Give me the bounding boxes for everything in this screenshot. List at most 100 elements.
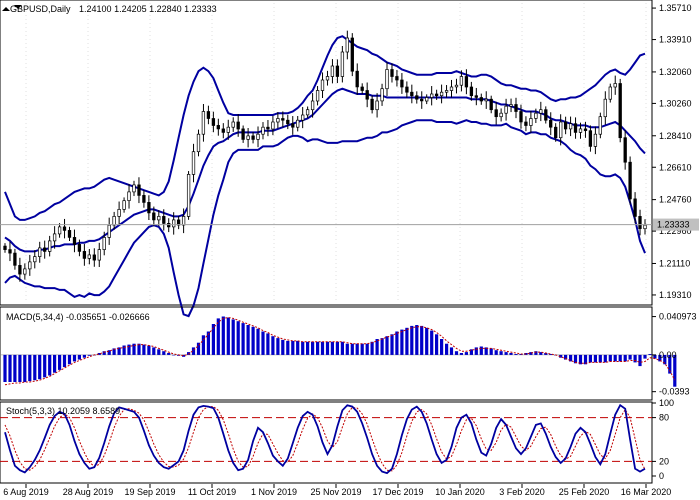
time-tick-label: 11 Oct 2019	[188, 487, 236, 497]
candle-body	[216, 125, 220, 130]
macd-bar	[276, 338, 280, 355]
candle	[117, 201, 121, 225]
candle	[112, 211, 116, 230]
candle	[355, 63, 359, 95]
candle	[176, 215, 181, 230]
candle-body	[291, 123, 295, 128]
macd-panel-frame	[0, 306, 653, 401]
candle-body	[469, 86, 474, 97]
candle	[544, 106, 548, 124]
time-tick-label: 17 Dec 2019	[372, 487, 423, 497]
candle-body	[489, 98, 493, 111]
candle-body	[271, 121, 275, 130]
macd-bar	[216, 318, 220, 355]
candle	[603, 91, 607, 125]
candle-body	[568, 123, 573, 130]
candle	[524, 116, 528, 132]
candle	[425, 94, 429, 105]
macd-bar	[320, 341, 325, 355]
candle	[152, 206, 156, 227]
macd-bar	[72, 354, 77, 362]
macd-bar	[573, 354, 578, 364]
macd-bar	[43, 354, 47, 378]
candle	[430, 86, 434, 106]
price-panel-frame	[0, 0, 653, 306]
candle	[286, 114, 290, 130]
candle	[504, 98, 508, 121]
candle-body	[415, 95, 419, 100]
macd-bar	[206, 331, 210, 355]
candle-body	[162, 216, 166, 224]
macd-bar	[191, 347, 196, 355]
candle	[330, 59, 335, 84]
candle-body	[578, 128, 583, 133]
candle-body	[529, 118, 533, 126]
candle-body	[345, 37, 349, 53]
candle	[301, 107, 305, 129]
candle-body	[87, 254, 91, 259]
candle	[38, 241, 42, 263]
candle-body	[365, 90, 369, 100]
candle-body	[335, 65, 340, 77]
macd-bar	[499, 351, 503, 355]
macd-bar	[67, 354, 72, 365]
macd-bar	[618, 354, 622, 362]
macd-bar	[311, 341, 315, 355]
macd-bar	[316, 341, 320, 355]
macd-bar	[306, 341, 310, 355]
macd-bar	[603, 354, 607, 363]
price-tick-label: 1.30260	[659, 98, 692, 108]
candle-body	[430, 93, 434, 98]
time-tick-label: 25 Nov 2019	[310, 487, 361, 497]
candle-body	[325, 76, 330, 81]
expand-arrow-icon[interactable]	[2, 7, 10, 11]
macd-bar	[296, 340, 300, 355]
macd-bar	[420, 325, 424, 355]
candle-body	[633, 198, 637, 217]
time-tick-label: 16 Mar 2020	[621, 487, 672, 497]
candle-body	[167, 223, 171, 228]
macd-bar	[23, 354, 27, 382]
macd-bar	[221, 316, 225, 355]
candle-body	[598, 116, 602, 135]
candle-body	[152, 212, 156, 221]
macd-bar	[18, 354, 22, 382]
candle	[271, 115, 275, 136]
candle	[276, 112, 280, 129]
macd-bar	[256, 328, 260, 355]
macd-bar	[28, 354, 32, 382]
candle	[127, 183, 131, 209]
candle	[539, 101, 543, 122]
macd-bar	[241, 323, 245, 355]
candle	[191, 143, 196, 183]
macd-bar	[514, 354, 518, 355]
candle-body	[559, 121, 563, 139]
stoch-tick-label: 0	[659, 471, 664, 481]
candle	[256, 126, 260, 148]
candle	[479, 93, 483, 105]
macd-bar	[301, 341, 305, 355]
macd-bar	[549, 354, 553, 355]
macd-bar	[350, 343, 354, 355]
candle-body	[588, 130, 593, 147]
candle	[400, 73, 404, 94]
price-tick-label: 1.19310	[659, 290, 692, 300]
candle-body	[395, 76, 399, 81]
candle	[142, 190, 146, 208]
price-tick-label: 1.24760	[659, 195, 692, 205]
candle-body	[201, 111, 206, 135]
macd-bar	[77, 354, 81, 360]
macd-bar	[410, 325, 414, 355]
macd-bar	[509, 353, 513, 355]
collapse-arrow-icon[interactable]	[14, 5, 22, 9]
time-tick-label: 3 Feb 2020	[499, 487, 545, 497]
price-panel: GBPUSD,Daily 1.24100 1.24205 1.22840 1.2…	[0, 0, 653, 318]
price-tick-label: 1.32060	[659, 67, 692, 77]
candle-body	[479, 97, 483, 102]
macd-bar	[157, 349, 161, 355]
macd-bar	[152, 347, 156, 355]
candle-body	[33, 256, 37, 263]
time-tick-label: 28 Aug 2019	[63, 487, 114, 497]
macd-bar	[464, 352, 468, 355]
